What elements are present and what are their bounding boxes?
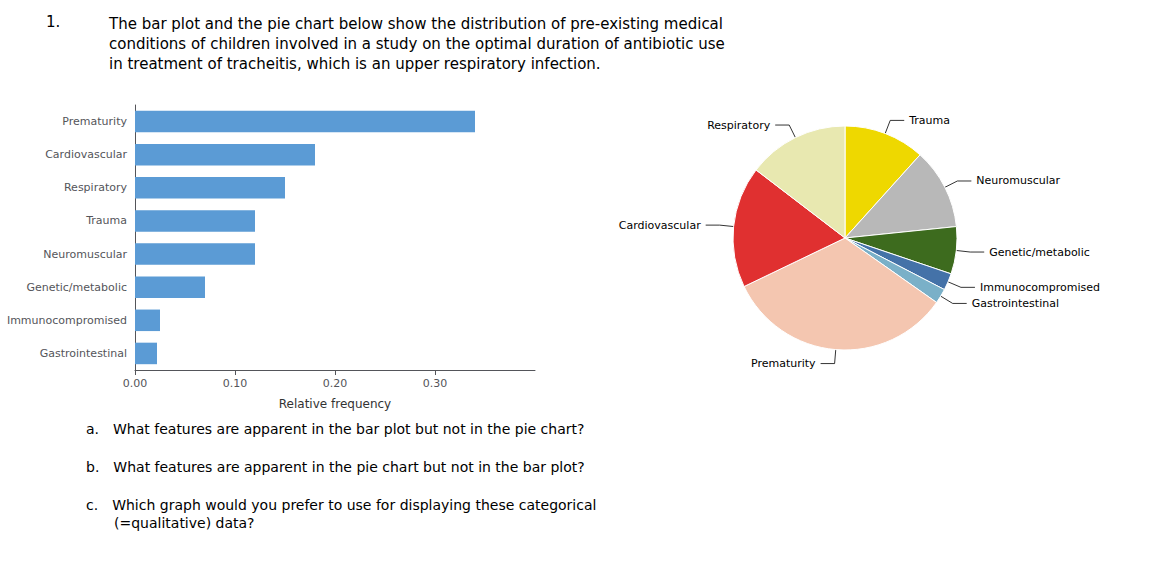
svg-text:0.30: 0.30 [423, 377, 448, 390]
svg-text:in treatment of tracheitis, wh: in treatment of tracheitis, which is an … [109, 55, 601, 73]
svg-text:Immunocompromised: Immunocompromised [980, 281, 1100, 294]
svg-text:0.20: 0.20 [323, 377, 348, 390]
svg-text:Gastrointestinal: Gastrointestinal [40, 347, 127, 360]
svg-text:Neuromuscular: Neuromuscular [43, 248, 127, 261]
svg-text:Trauma: Trauma [85, 214, 127, 227]
svg-text:0.00: 0.00 [123, 377, 148, 390]
svg-text:Trauma: Trauma [908, 114, 950, 127]
svg-text:Neuromuscular: Neuromuscular [976, 174, 1060, 187]
svg-text:Respiratory: Respiratory [707, 119, 771, 132]
svg-text:Genetic/metabolic: Genetic/metabolic [989, 246, 1090, 259]
svg-text:Cardiovascular: Cardiovascular [619, 219, 701, 232]
svg-text:The bar plot and the pie chart: The bar plot and the pie chart below sho… [108, 15, 723, 33]
svg-text:Cardiovascular: Cardiovascular [45, 148, 127, 161]
svg-text:Prematurity: Prematurity [62, 115, 127, 128]
svg-text:Relative frequency: Relative frequency [279, 397, 391, 411]
svg-text:Gastrointestinal: Gastrointestinal [972, 297, 1059, 310]
svg-text:Immunocompromised: Immunocompromised [7, 314, 127, 327]
svg-text:b. What features are apparent: b. What features are apparent in the pie… [86, 459, 585, 475]
svg-text:0.10: 0.10 [223, 377, 248, 390]
svg-text:c. Which graph would you prefe: c. Which graph would you prefer to use f… [86, 497, 596, 513]
svg-text:Respiratory: Respiratory [64, 181, 128, 194]
svg-text:1.: 1. [46, 13, 60, 31]
svg-text:Genetic/metabolic: Genetic/metabolic [26, 281, 127, 294]
svg-text:Prematurity: Prematurity [751, 357, 816, 370]
svg-text:conditions of children involve: conditions of children involved in a stu… [109, 35, 725, 53]
svg-text:(=qualitative) data?: (=qualitative) data? [86, 515, 255, 531]
svg-text:a. What features are apparent: a. What features are apparent in the bar… [86, 421, 584, 437]
